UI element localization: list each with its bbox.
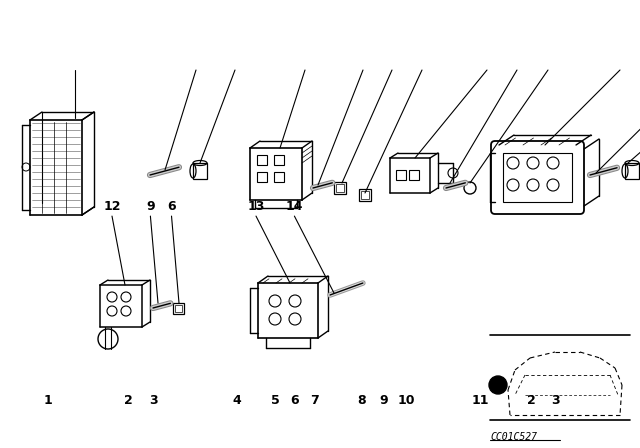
- Text: 9: 9: [380, 394, 388, 408]
- Bar: [257, 155, 267, 165]
- Bar: [336, 184, 344, 192]
- Text: 13: 13: [247, 199, 265, 213]
- Bar: [274, 172, 284, 182]
- Text: 7: 7: [310, 394, 319, 408]
- Text: 10: 10: [397, 394, 415, 408]
- Text: 6: 6: [167, 199, 176, 213]
- Text: 6: 6: [290, 394, 299, 408]
- Text: CC01C527: CC01C527: [490, 432, 537, 442]
- Bar: [359, 189, 371, 201]
- Bar: [173, 303, 184, 314]
- Circle shape: [489, 376, 507, 394]
- Text: 3: 3: [551, 394, 560, 408]
- Text: 12: 12: [103, 199, 121, 213]
- Bar: [503, 153, 572, 202]
- Bar: [625, 163, 639, 179]
- Text: 5: 5: [271, 394, 280, 408]
- Bar: [257, 172, 267, 182]
- Bar: [361, 191, 369, 199]
- Bar: [274, 155, 284, 165]
- Text: 2: 2: [527, 394, 536, 408]
- Text: 14: 14: [285, 199, 303, 213]
- Text: 9: 9: [146, 199, 155, 213]
- Bar: [193, 163, 207, 179]
- Bar: [396, 170, 406, 180]
- Text: 11: 11: [471, 394, 489, 408]
- Text: 1: 1: [44, 394, 52, 408]
- Text: 8: 8: [357, 394, 366, 408]
- Bar: [409, 170, 419, 180]
- Text: 2: 2: [124, 394, 132, 408]
- Bar: [334, 182, 346, 194]
- Text: 3: 3: [149, 394, 158, 408]
- Text: 4: 4: [232, 394, 241, 408]
- Bar: [175, 305, 182, 312]
